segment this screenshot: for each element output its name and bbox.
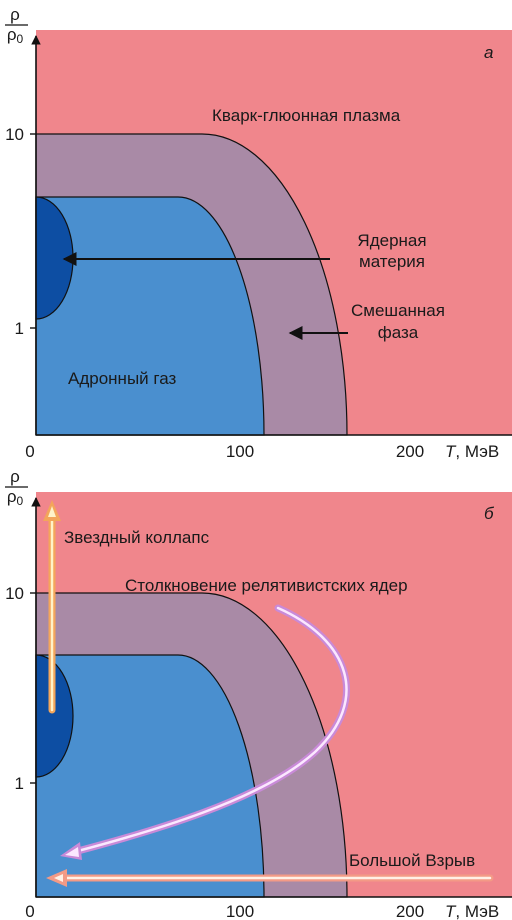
x-tick-label-0: 0 — [25, 902, 34, 920]
y-tick-label-10: 10 — [5, 125, 24, 144]
nuclear-matter-label-line1: Ядерная — [357, 231, 426, 250]
x-axis-unit: T, МэВ — [445, 902, 499, 920]
mixed-phase-label-line1: Смешанная — [351, 301, 445, 320]
nuclei-collision-label: Столкновение релятивистских ядер — [125, 576, 408, 595]
y-axis-label-denominator: ρ0 — [7, 487, 24, 508]
x-tick-label-100: 100 — [226, 442, 254, 461]
x-tick-label-100: 100 — [226, 902, 254, 920]
y-axis-label-numerator: ρ — [10, 5, 20, 24]
nuclear-matter-label-line2: материя — [359, 252, 425, 271]
panel-a: ρ ρ0 10 1 0 100 200 T, МэВ а Кварк-глюон… — [5, 5, 512, 461]
hadron-gas-label: Адронный газ — [68, 369, 176, 388]
x-tick-label-200: 200 — [396, 902, 424, 920]
panel-letter-b: б — [484, 504, 495, 523]
big-bang-label: Большой Взрыв — [349, 851, 475, 870]
stellar-collapse-arrow — [43, 500, 61, 714]
mixed-phase-label-line2: фаза — [378, 323, 419, 342]
x-tick-label-0: 0 — [25, 442, 34, 461]
big-bang-arrow — [46, 869, 494, 887]
x-axis-unit: T, МэВ — [445, 442, 499, 461]
y-tick-label-1: 1 — [15, 774, 24, 793]
y-axis-label-denominator: ρ0 — [7, 25, 24, 46]
x-tick-label-200: 200 — [396, 442, 424, 461]
hadron-gas-region — [35, 196, 265, 436]
plasma-label: Кварк-глюонная плазма — [212, 106, 401, 125]
hadron-gas-region — [35, 654, 265, 898]
nuclei-collision-arrow — [60, 604, 350, 860]
stellar-collapse-label: Звездный коллапс — [64, 528, 210, 547]
y-axis-label-numerator: ρ — [10, 467, 20, 486]
y-tick-label-10: 10 — [5, 584, 24, 603]
panel-letter-a: а — [484, 43, 493, 62]
y-tick-label-1: 1 — [15, 319, 24, 338]
panel-b: ρ ρ0 10 1 0 100 200 T, МэВ б Звездный ко… — [5, 467, 512, 920]
